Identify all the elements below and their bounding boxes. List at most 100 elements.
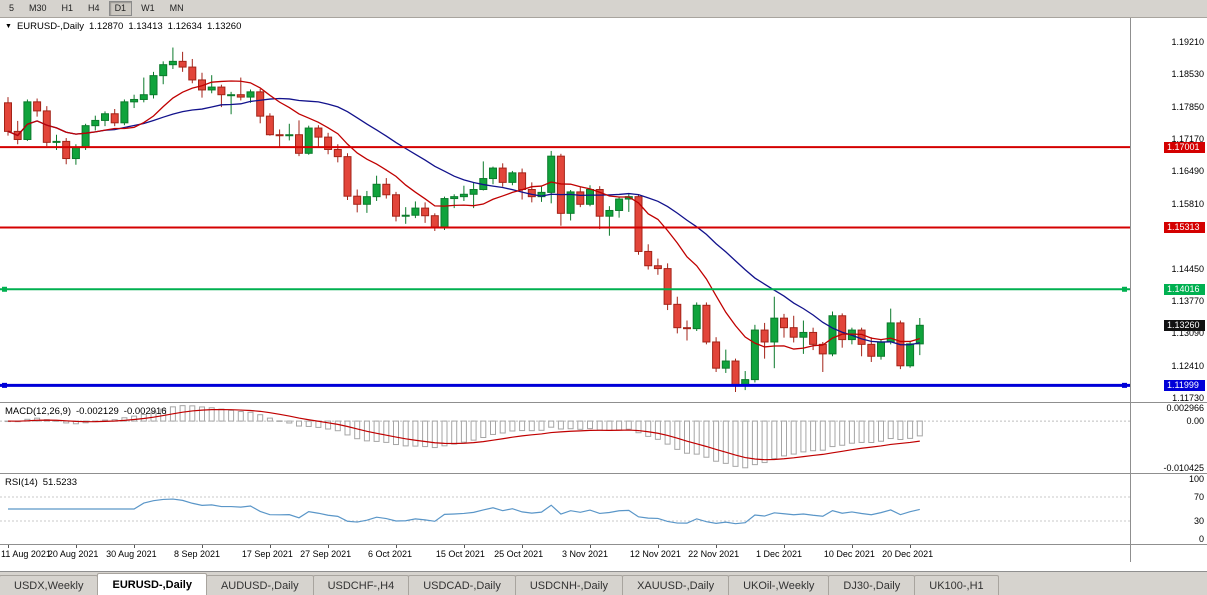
time-axis-label: 22 Nov 2021 <box>688 549 740 559</box>
price-chart-canvas[interactable] <box>0 18 1130 402</box>
chart-symbol-header: ▼ EURUSD-,Daily 1.12870 1.13413 1.12634 … <box>5 21 241 32</box>
time-axis-tick <box>75 545 77 548</box>
time-axis-tick <box>134 545 136 548</box>
macd-indicator-label: MACD(12,26,9) -0.002129 -0.002916 <box>5 406 167 417</box>
chart-tabs: USDX,Weekly EURUSD-,Daily AUDUSD-,Daily USD… <box>0 571 1207 595</box>
time-axis-tick <box>328 545 330 548</box>
chart-tab-usdcnh-daily[interactable]: USDCNH-,Daily <box>514 575 624 595</box>
rsi-axis-label: 100 <box>1188 474 1204 484</box>
chart-dropdown-icon[interactable]: ▼ <box>5 23 12 30</box>
chart-tab-uk100-h1[interactable]: UK100-,H1 <box>914 575 999 595</box>
macd-axis-label: 0.002966 <box>1166 403 1204 413</box>
rsi-axis-label: 70 <box>1193 492 1204 502</box>
ohlc-low: 1.12634 <box>167 21 203 32</box>
chart-tab-usdx-weekly[interactable]: USDX,Weekly <box>0 575 99 595</box>
timeframe-button-m30[interactable]: M30 <box>29 3 47 13</box>
macd-axis[interactable]: 0.002966 0.00 -0.010425 <box>1131 403 1207 473</box>
time-axis-label: 8 Sep 2021 <box>174 549 221 559</box>
current-price-tag: 1.13260 <box>1164 320 1205 332</box>
chart-tab-xauusd-daily[interactable]: XAUUSD-,Daily <box>622 575 730 595</box>
timeframe-button-5[interactable]: 5 <box>9 3 15 13</box>
price-axis-label: 1.13770 <box>1171 295 1204 306</box>
rsi-indicator-label: RSI(14) 51.5233 <box>5 477 77 488</box>
time-axis-label: 6 Oct 2021 <box>368 549 413 559</box>
time-axis[interactable]: 11 Aug 2021 20 Aug 2021 30 Aug 2021 8 Sep 2… <box>0 545 1130 562</box>
rsi-axis-label: 0 <box>1198 534 1204 544</box>
price-tag: 1.17001 <box>1164 142 1205 154</box>
time-axis-tick <box>396 545 397 548</box>
rsi-axis-label: 30 <box>1193 516 1204 526</box>
rsi-panel-canvas[interactable] <box>0 474 1130 544</box>
timeframe-button-h4[interactable]: H4 <box>88 3 100 13</box>
price-axis-label: 1.17850 <box>1171 101 1204 112</box>
price-axis-label: 1.15810 <box>1171 198 1204 209</box>
panel-separator <box>0 544 1207 545</box>
price-axis-label: 1.11730 <box>1172 393 1204 404</box>
ohlc-close: 1.13260 <box>207 21 242 32</box>
chart-tab-usdchf-h4[interactable]: USDCHF-,H4 <box>312 575 410 595</box>
candles-layer <box>4 47 924 392</box>
macd-panel-canvas[interactable] <box>0 403 1130 473</box>
rsi-name: RSI(14) <box>5 477 38 488</box>
time-axis-tick <box>784 545 785 548</box>
chart-tab-eurusd-daily[interactable]: EURUSD-,Daily <box>97 573 207 595</box>
time-axis-label: 1 Dec 2021 <box>756 549 803 559</box>
rsi-value: 51.5233 <box>42 477 78 488</box>
macd-axis-label: 0.00 <box>1186 416 1204 427</box>
price-axis-divider <box>1130 18 1131 562</box>
time-axis-tick <box>8 545 9 548</box>
time-axis-tick <box>590 545 591 548</box>
chart-tab-dj30-daily[interactable]: DJ30-,Daily <box>828 575 916 595</box>
time-axis-tick <box>269 545 271 548</box>
time-axis-tick <box>716 545 718 548</box>
price-axis-label: 1.18530 <box>1171 69 1204 80</box>
time-axis-label: 30 Aug 2021 <box>106 549 157 559</box>
macd-signal-line <box>7 408 920 461</box>
time-axis-label: 12 Nov 2021 <box>629 549 681 559</box>
macd-main-value: -0.002129 <box>76 406 119 417</box>
price-axis[interactable]: 1.19210 1.18530 1.17850 1.17170 1.16490 1.158… <box>1131 18 1207 404</box>
ohlc-high: 1.13413 <box>128 21 163 32</box>
time-axis-label: 20 Dec 2021 <box>882 549 934 559</box>
macd-name: MACD(12,26,9) <box>5 406 71 417</box>
chart-tab-ukoil-weekly[interactable]: UKOil-,Weekly <box>728 575 830 595</box>
rsi-axis[interactable]: 100 70 30 0 <box>1131 474 1207 544</box>
macd-signal-value: -0.002916 <box>123 406 167 417</box>
time-axis-tick <box>657 545 659 548</box>
time-axis-tick <box>463 545 465 548</box>
time-axis-label: 25 Oct 2021 <box>494 549 544 559</box>
chart-symbol: EURUSD-,Daily <box>16 21 84 32</box>
price-axis-label: 1.16490 <box>1171 166 1204 177</box>
price-axis-label: 1.12410 <box>1171 360 1204 371</box>
timeframe-button-mn[interactable]: MN <box>169 3 184 13</box>
price-tag: 1.11999 <box>1164 380 1205 392</box>
price-axis-label: 1.14450 <box>1171 263 1204 274</box>
price-tag: 1.15313 <box>1164 222 1205 234</box>
timeframe-button-w1[interactable]: W1 <box>141 3 155 13</box>
time-axis-label: 3 Nov 2021 <box>562 549 609 559</box>
time-axis-label: 20 Aug 2021 <box>47 549 99 559</box>
chart-tab-usdcad-daily[interactable]: USDCAD-,Daily <box>408 575 516 595</box>
timeframe-button-h1[interactable]: H1 <box>61 3 74 13</box>
macd-axis-label: -0.010425 <box>1163 463 1204 474</box>
time-axis-label: 11 Aug 2021 <box>1 549 51 559</box>
time-axis-label: 17 Sep 2021 <box>241 549 293 559</box>
time-axis-tick <box>202 545 203 548</box>
time-axis-label: 10 Dec 2021 <box>823 549 875 559</box>
rsi-line <box>8 498 920 525</box>
time-axis-tick <box>851 545 853 548</box>
price-axis-label: 1.13090 <box>1171 328 1204 339</box>
price-tag: 1.14016 <box>1164 284 1205 296</box>
price-axis-label: 1.19210 <box>1171 36 1204 47</box>
ohlc-open: 1.12870 <box>88 21 124 32</box>
ma-fast-line <box>7 80 920 350</box>
price-axis-label: 1.17170 <box>1171 134 1204 144</box>
time-axis-tick <box>910 545 912 548</box>
ma-slow-line <box>7 97 920 346</box>
time-axis-label: 27 Sep 2021 <box>300 549 352 559</box>
panel-separator[interactable] <box>0 402 1207 403</box>
panel-separator[interactable] <box>0 473 1207 474</box>
time-axis-tick <box>522 545 524 548</box>
chart-tab-audusd-daily[interactable]: AUDUSD-,Daily <box>205 575 314 595</box>
timeframe-button-d1[interactable]: D1 <box>108 1 133 16</box>
